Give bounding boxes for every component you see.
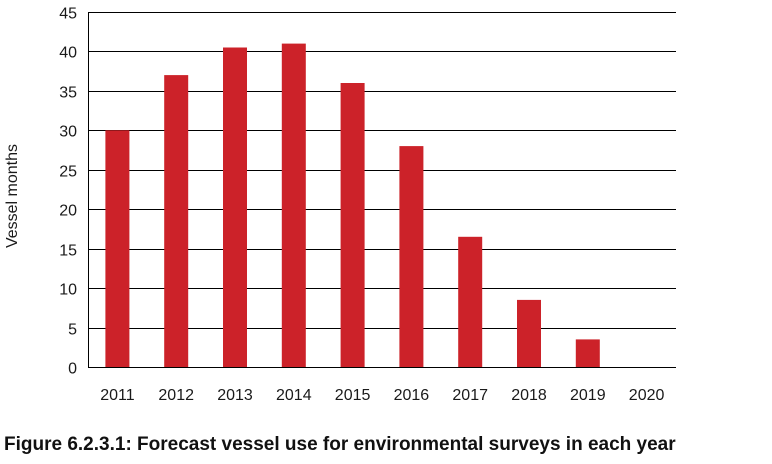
bar-2017 xyxy=(458,236,483,367)
bar-2016 xyxy=(399,146,424,367)
x-tick-labels: 2011 2012 2013 2014 2015 2016 2017 2018 2019 2020 xyxy=(100,387,664,404)
x-tick-label: 2019 xyxy=(570,387,606,404)
x-tick-label: 2011 xyxy=(100,387,135,404)
y-tick-label: 15 xyxy=(59,243,77,260)
y-tick-label: 25 xyxy=(59,164,77,181)
y-tick-label: 5 xyxy=(68,322,77,339)
y-tick-labels: 0 5 10 15 20 25 30 35 40 45 xyxy=(59,6,77,378)
bar-2011 xyxy=(105,130,130,367)
bar-2013 xyxy=(223,47,247,367)
y-axis-title: Vessel months xyxy=(4,144,21,248)
y-tick-label: 0 xyxy=(68,361,77,378)
x-tick-label: 2017 xyxy=(452,387,488,404)
y-tick-label: 30 xyxy=(59,124,77,141)
axes xyxy=(88,12,676,368)
bar-2012 xyxy=(164,75,189,367)
x-tick-label: 2016 xyxy=(394,387,430,404)
x-tick-label: 2013 xyxy=(217,387,253,404)
bars xyxy=(105,43,600,367)
y-tick-label: 35 xyxy=(59,85,77,102)
x-tick-label: 2020 xyxy=(629,387,665,404)
bar-2015 xyxy=(340,83,365,367)
bar-2014 xyxy=(281,43,306,367)
x-tick-label: 2012 xyxy=(158,387,194,404)
x-tick-label: 2014 xyxy=(276,387,312,404)
y-tick-label: 45 xyxy=(59,6,77,23)
bar-2018 xyxy=(517,299,541,367)
y-tick-label: 40 xyxy=(59,45,77,62)
y-tick-label: 20 xyxy=(59,203,77,220)
bar-2019 xyxy=(575,339,600,367)
x-tick-label: 2018 xyxy=(511,387,547,404)
x-tick-label: 2015 xyxy=(335,387,371,404)
figure-caption: Figure 6.2.3.1: Forecast vessel use for … xyxy=(4,434,676,455)
y-tick-label: 10 xyxy=(59,282,77,299)
